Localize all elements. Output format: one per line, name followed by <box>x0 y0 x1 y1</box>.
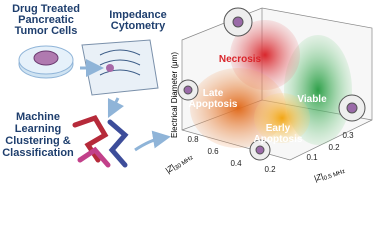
cluster-label: Viable <box>297 94 327 105</box>
cytometry-heading: Impedance <box>109 9 166 21</box>
cluster-label: Early <box>266 123 291 134</box>
cell-icons <box>177 7 366 161</box>
learning-heading: Clustering & <box>5 135 70 147</box>
sample-heading: Tumor Cells <box>15 25 78 37</box>
z-axis-label: Electrical Diameter (μm) <box>170 52 179 138</box>
axis-label-sub: 30 MHz <box>174 155 194 172</box>
tick-label: 0.1 <box>306 153 318 162</box>
tick-label: 0.6 <box>207 147 219 156</box>
axis-label-main: |Z| <box>164 163 177 176</box>
cluster-label: Necrosis <box>219 54 262 65</box>
learning-heading: Classification <box>2 147 74 159</box>
sample-heading: Drug Treated <box>12 3 80 15</box>
petri-dish <box>18 45 74 79</box>
learning-heading: Machine <box>16 111 60 123</box>
tick-label: 0.2 <box>264 165 276 174</box>
tick-label: 0.4 <box>230 159 242 168</box>
axis-label-sub: 0.5 MHz <box>323 169 346 182</box>
cluster-label: Apoptosis <box>254 134 303 145</box>
sample-heading: Pancreatic <box>18 14 74 26</box>
clusters <box>190 20 352 148</box>
axis-label: |Z|30 MHz <box>164 151 195 177</box>
arrow <box>134 130 171 152</box>
cluster-label: Late <box>203 88 224 99</box>
axis-label: |Z|0.5 MHz <box>313 164 346 185</box>
tick-label: 0.2 <box>328 143 340 152</box>
learning-heading: Learning <box>15 123 61 135</box>
tick-label: 0.8 <box>187 135 199 144</box>
cytometry-heading: Cytometry <box>111 20 166 32</box>
cluster-label: Apoptosis <box>189 99 238 110</box>
clustering-icon <box>72 114 129 168</box>
axis-label-main: |Z| <box>313 172 325 184</box>
cytometry-chip <box>81 39 159 96</box>
tick-label: 0.3 <box>342 131 354 140</box>
arrow <box>107 97 125 119</box>
